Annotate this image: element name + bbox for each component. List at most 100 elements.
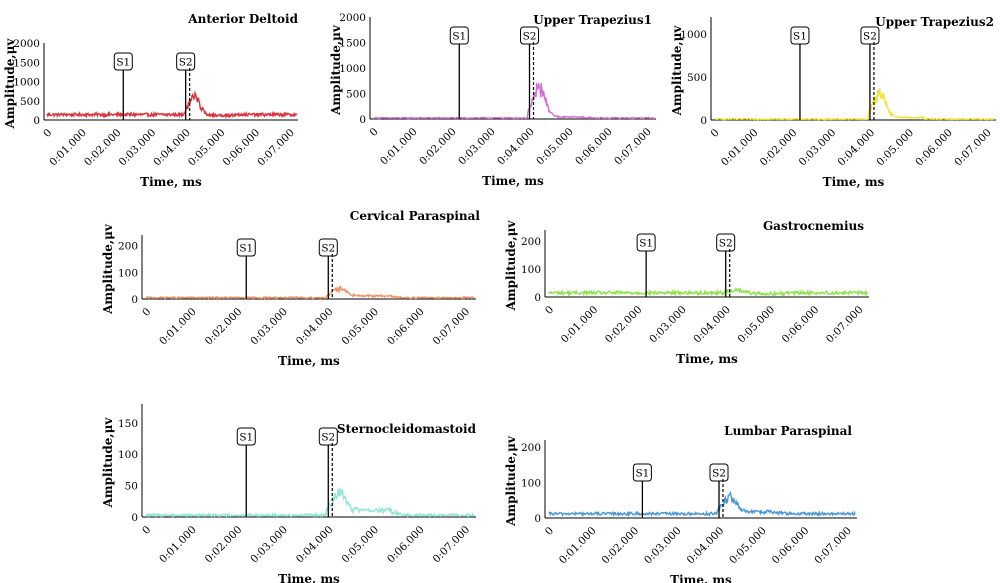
y-tick-label: 1000: [13, 77, 40, 89]
y-tick-label: 100: [118, 449, 138, 461]
x-tick-label: 0:07.000: [612, 126, 654, 168]
marker-s1-label: S1: [639, 238, 653, 250]
y-tick-label: 0: [131, 512, 138, 524]
emg-series-line: [46, 90, 298, 120]
marker-s1-label: S1: [239, 432, 253, 444]
x-tick-label: 0:02.000: [599, 525, 641, 567]
y-tick-label: 0: [534, 292, 541, 304]
panel-title: Anterior Deltoid: [187, 12, 298, 26]
x-tick-label: 0:01.000: [157, 306, 199, 348]
x-tick-label: 0:06.000: [913, 127, 955, 169]
x-tick-label: 0:05.000: [736, 304, 778, 346]
emg-series-line: [145, 487, 475, 519]
x-tick-label: 0:07.000: [952, 127, 994, 169]
y-axis-label: Amplitude,μv: [3, 38, 17, 130]
y-tick-label: 1500: [339, 38, 366, 50]
y-tick-label: 1000: [680, 29, 707, 41]
y-tick-label: 2000: [13, 38, 40, 50]
y-axis-label: Amplitude,μv: [670, 25, 684, 117]
panel-title: Lumbar Paraspinal: [724, 424, 852, 438]
x-tick-label: 0:04.000: [294, 524, 336, 566]
y-tick-label: 0: [534, 513, 541, 525]
y-axis-label: Amplitude,μv: [101, 417, 115, 509]
x-tick-label: 0:03.000: [248, 306, 290, 348]
x-tick-label: 0:04.000: [294, 306, 336, 348]
marker-s2-label: S2: [321, 432, 335, 444]
x-tick-label: 0:01.000: [559, 304, 601, 346]
x-tick-label: 0:06.000: [221, 127, 263, 169]
panel-3: Cervical Paraspinal 0 100 200 0 0:01.000 0:02.…: [101, 209, 480, 368]
panel-2: Upper Trapezius20500100000:01.0000:02.00…: [670, 15, 996, 189]
x-tick-label: 0:07.000: [812, 525, 854, 567]
emg-series-line: [548, 490, 856, 518]
emg-series-line: [548, 287, 868, 297]
x-tick-label: 0:02.000: [603, 304, 645, 346]
x-axis-label: Time, ms: [278, 572, 340, 583]
x-tick-label: 0:06.000: [385, 306, 427, 348]
y-axis-label: Amplitude,μv: [504, 435, 518, 527]
x-tick-label: 0:01.000: [557, 525, 599, 567]
x-tick-label: 0: [140, 306, 153, 319]
x-tick-label: 0:03.000: [248, 524, 290, 566]
panel-title: Gastrocnemius: [763, 219, 864, 233]
x-tick-label: 0:07.000: [431, 306, 473, 348]
marker-s1-label: S1: [793, 31, 807, 43]
x-tick-label: 0:05.000: [186, 127, 228, 169]
x-axis-label: Time, ms: [278, 354, 340, 368]
x-tick-label: 0:06.000: [780, 304, 822, 346]
x-tick-label: 0:03.000: [797, 127, 839, 169]
marker-s2-label: S2: [719, 238, 733, 250]
y-tick-label: 150: [118, 418, 138, 430]
panel-title: Upper Trapezius1: [533, 13, 652, 27]
x-tick-label: 0:05.000: [727, 525, 769, 567]
y-tick-label: 100: [118, 267, 138, 279]
x-tick-label: 0:04.000: [495, 126, 537, 168]
y-tick-label: 100: [521, 478, 541, 490]
x-tick-label: 0:04.000: [836, 127, 878, 169]
marker-s2-label: S2: [712, 468, 726, 480]
y-tick-label: 200: [521, 236, 541, 248]
x-tick-label: 0:01.000: [719, 127, 761, 169]
x-tick-label: 0:04.000: [685, 525, 727, 567]
x-tick-label: 0:07.000: [824, 304, 866, 346]
x-tick-label: 0: [368, 126, 381, 139]
x-tick-label: 0: [709, 127, 722, 140]
x-tick-label: 0:02.000: [82, 127, 124, 169]
x-tick-label: 0:05.000: [339, 524, 381, 566]
y-tick-label: 0: [33, 115, 40, 127]
x-tick-label: 0:07.000: [431, 524, 473, 566]
marker-s1-label: S1: [452, 31, 466, 43]
panel-title: Upper Trapezius2: [875, 15, 994, 29]
y-axis-label: Amplitude,μv: [101, 223, 115, 315]
marker-s2-label: S2: [179, 57, 193, 69]
x-tick-label: 0:02.000: [417, 126, 459, 168]
panel-title: Sternocleidomastoid: [337, 422, 477, 436]
y-tick-label: 200: [521, 442, 541, 454]
x-tick-label: 0:03.000: [117, 127, 159, 169]
x-tick-label: 0:06.000: [770, 525, 812, 567]
y-tick-label: 0: [359, 114, 366, 126]
panel-title: Cervical Paraspinal: [350, 209, 481, 223]
emg-series-line: [714, 88, 995, 121]
x-tick-label: 0:01.000: [47, 127, 89, 169]
x-tick-label: 0: [140, 524, 153, 537]
x-tick-label: 0:02.000: [203, 306, 245, 348]
marker-s1-label: S1: [239, 243, 253, 255]
marker-s1-label: S1: [116, 57, 130, 69]
y-tick-label: 0: [700, 115, 707, 127]
y-tick-label: 200: [118, 241, 138, 253]
y-tick-label: 50: [125, 481, 138, 493]
marker-s1-label: S1: [635, 468, 649, 480]
x-axis-label: Time, ms: [482, 174, 544, 188]
emg-series-line: [372, 81, 655, 120]
x-tick-label: 0:01.000: [157, 524, 199, 566]
x-axis-label: Time, ms: [670, 573, 732, 583]
x-tick-label: 0:05.000: [339, 306, 381, 348]
x-tick-label: 0:06.000: [385, 524, 427, 566]
x-tick-label: 0:06.000: [573, 126, 615, 168]
panel-1: Upper Trapezius1050010001500200000:01.00…: [329, 12, 656, 188]
x-tick-label: 0:05.000: [874, 127, 916, 169]
